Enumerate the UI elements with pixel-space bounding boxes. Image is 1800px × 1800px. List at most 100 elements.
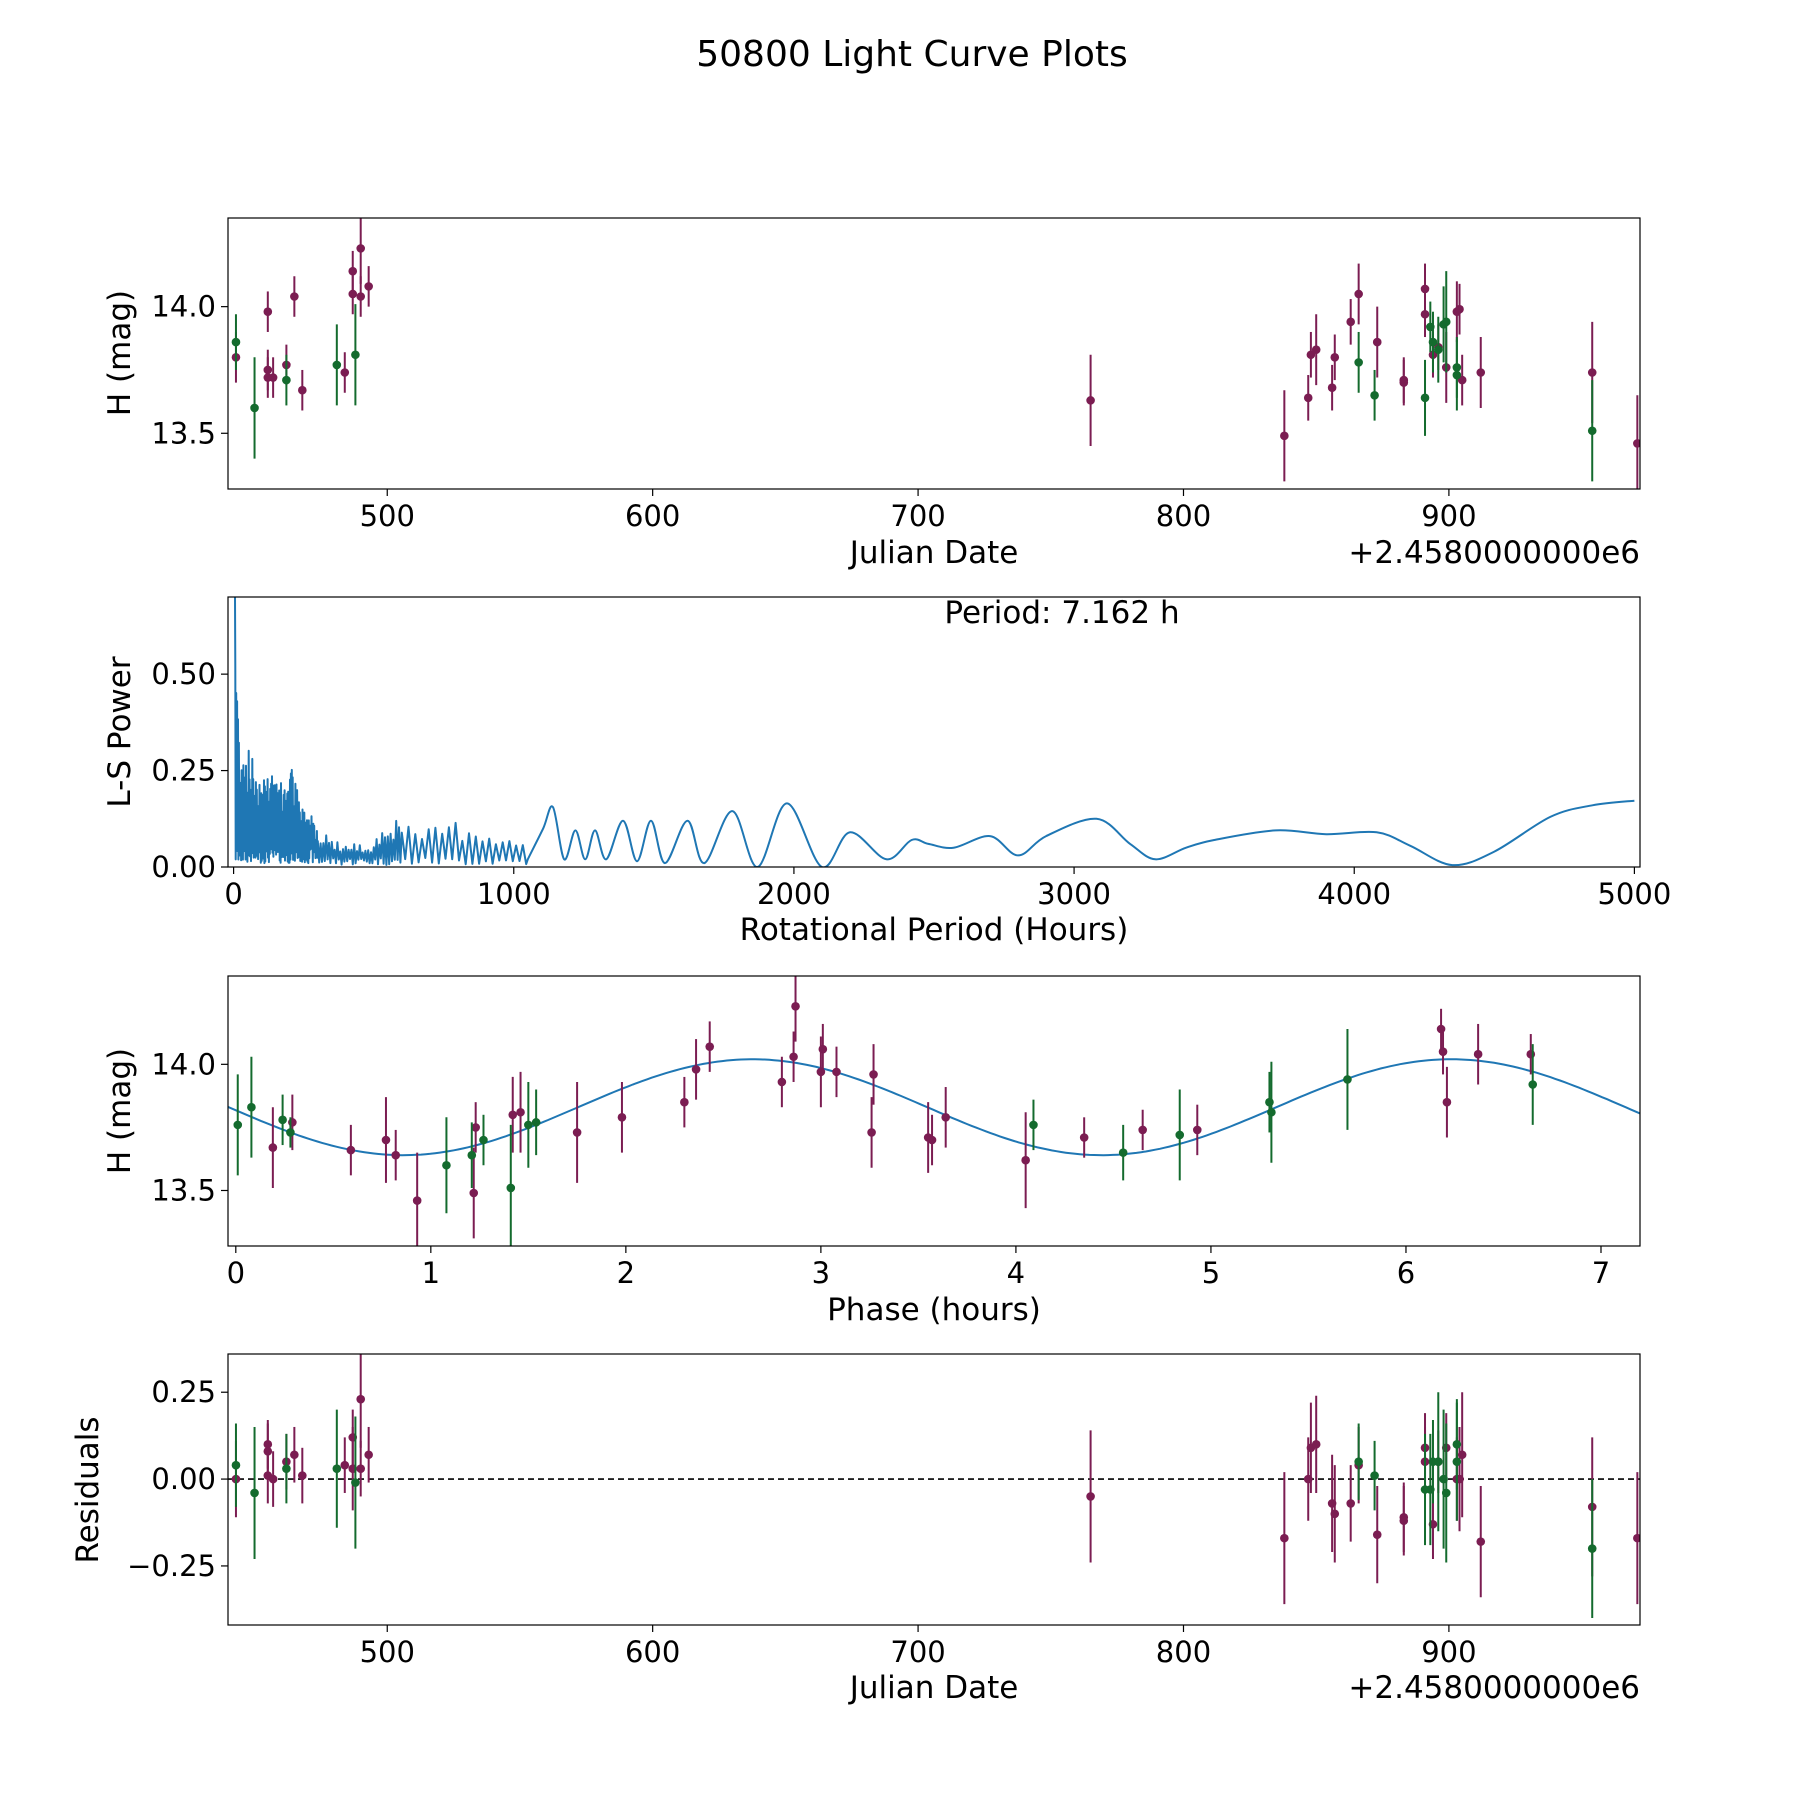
residuals-point — [1354, 1457, 1363, 1467]
periodogram-xtick-label: 5000 — [1597, 877, 1671, 911]
phased-curve-point — [791, 1001, 800, 1011]
residuals-point — [282, 1464, 291, 1473]
phased-curve-point — [278, 1115, 287, 1125]
phased-curve-point — [1029, 1120, 1038, 1130]
phased-curve-xtick-label: 5 — [1202, 1256, 1220, 1290]
residuals-point — [298, 1471, 307, 1480]
phased-curve-point — [818, 1044, 828, 1054]
light-curve-point — [282, 375, 291, 385]
light-curve-point — [1587, 368, 1597, 377]
phased-curve-ytick-label: 14.0 — [151, 1047, 216, 1081]
phased-curve-point — [1442, 1097, 1452, 1107]
light-curve-point — [231, 337, 241, 347]
light-curve-point — [1354, 289, 1363, 299]
panel-phased-curve: 0 1 2 3 4 5 6 7 13.5 14.0 Phase (hours) H (mag) — [102, 975, 1641, 1328]
periodogram-ylabel: L-S Power — [102, 656, 138, 807]
light-curve-point — [332, 360, 342, 370]
residuals-x-offset: +2.4580000000e6 — [1348, 1670, 1640, 1706]
light-curve-point — [1330, 352, 1340, 362]
residuals-point — [1330, 1509, 1340, 1519]
periodogram-xlabel: Rotational Period (Hours) — [740, 912, 1129, 948]
residuals-point — [1086, 1492, 1095, 1501]
light-curve-point — [1303, 393, 1313, 403]
phased-curve-point — [1473, 1049, 1483, 1059]
phased-curve-point — [927, 1135, 937, 1145]
residuals-point — [1433, 1457, 1443, 1467]
phased-curve-point — [471, 1123, 480, 1132]
phased-curve-point — [617, 1113, 627, 1122]
periodogram-marks — [234, 597, 1635, 867]
light-curve-xtick-label: 800 — [1156, 499, 1211, 533]
light-curve-point — [348, 266, 358, 276]
phased-curve-point — [268, 1143, 278, 1152]
panel-residuals: 500 600 700 800 900 −0.25 0.00 0.25 Julian Date… — [70, 1353, 1641, 1706]
light-curve-xtick-label: 600 — [625, 499, 680, 533]
light-curve-ytick-label: 13.5 — [151, 416, 216, 450]
light-curve-point — [263, 307, 273, 317]
phased-curve-point — [691, 1065, 701, 1074]
phased-curve-point — [391, 1150, 401, 1160]
phased-curve-xtick-label: 7 — [1592, 1256, 1610, 1290]
panel-periodogram: 0 1000 2000 3000 4000 5000 0.00 0.25 0.50 Period… — [102, 595, 1671, 948]
phased-curve-point — [1021, 1155, 1030, 1165]
phased-curve-point — [479, 1135, 488, 1145]
periodogram-ytick-label: 0.50 — [151, 657, 216, 691]
light-curve-point — [1587, 426, 1597, 436]
light-curve-point — [340, 368, 350, 377]
residuals-point — [351, 1478, 360, 1487]
phased-curve-xlabel: Phase (hours) — [827, 1292, 1041, 1328]
light-curve-ticks: 500 600 700 800 900 13.5 14.0 — [151, 290, 1476, 533]
light-curve-point — [1441, 317, 1451, 327]
light-curve-point — [1399, 378, 1409, 387]
phased-curve-point — [286, 1128, 295, 1137]
phased-curve-point — [288, 1118, 297, 1127]
phased-curve-point — [1526, 1049, 1536, 1059]
light-curve-marks — [231, 218, 1640, 489]
periodogram-annotation: Period: 7.162 h — [944, 595, 1179, 631]
phased-curve-ticks: 0 1 2 3 4 5 6 7 13.5 14.0 — [151, 1047, 1610, 1290]
phased-curve-clip-group — [233, 976, 1538, 1246]
light-curve-point — [356, 292, 366, 301]
light-curve-point — [364, 282, 373, 291]
light-curve-point — [1086, 396, 1095, 405]
residuals-point — [356, 1394, 366, 1404]
periodogram-xtick-label: 1000 — [477, 877, 551, 911]
residuals-marks — [228, 1354, 1640, 1619]
phased-curve-xtick-label: 4 — [1007, 1256, 1025, 1290]
phased-curve-point — [816, 1067, 826, 1077]
phased-curve-point — [789, 1052, 798, 1062]
light-curve-point — [1428, 337, 1438, 347]
residuals-point — [1476, 1537, 1486, 1546]
phased-curve-xtick-label: 6 — [1397, 1256, 1415, 1290]
residuals-point — [290, 1450, 299, 1460]
residuals-point — [1587, 1544, 1597, 1553]
phased-curve-point — [867, 1128, 876, 1137]
residuals-point — [1633, 1533, 1640, 1543]
residuals-point — [1346, 1499, 1355, 1508]
residuals-point — [1311, 1440, 1321, 1449]
residuals-point — [340, 1460, 350, 1470]
residuals-point — [1372, 1530, 1382, 1539]
phased-curve-point — [233, 1120, 243, 1130]
phased-curve-point — [506, 1183, 516, 1193]
residuals-xtick-label: 800 — [1156, 1635, 1211, 1669]
phased-curve-point — [467, 1150, 477, 1160]
light-curve-clip-group — [231, 218, 1640, 489]
phased-curve-ytick-label: 13.5 — [151, 1173, 216, 1207]
residuals-ytick-label: 0.25 — [151, 1375, 216, 1409]
phased-curve-model-line — [228, 1058, 1640, 1157]
light-curve-point — [250, 403, 259, 413]
phased-curve-xtick-label: 3 — [812, 1256, 830, 1290]
light-curve-point — [1280, 431, 1289, 441]
phased-curve-point — [1343, 1075, 1352, 1084]
phased-curve-ylabel: H (mag) — [102, 1048, 138, 1174]
light-curve-ylabel: H (mag) — [102, 290, 138, 416]
periodogram-frame — [227, 596, 1641, 868]
phased-curve-marks — [228, 976, 1640, 1246]
light-curve-point — [1327, 383, 1337, 392]
residuals-point — [268, 1474, 278, 1484]
residuals-xlabel: Julian Date — [848, 1670, 1019, 1706]
phased-curve-point — [1175, 1130, 1185, 1140]
light-curve-point — [1372, 337, 1382, 347]
